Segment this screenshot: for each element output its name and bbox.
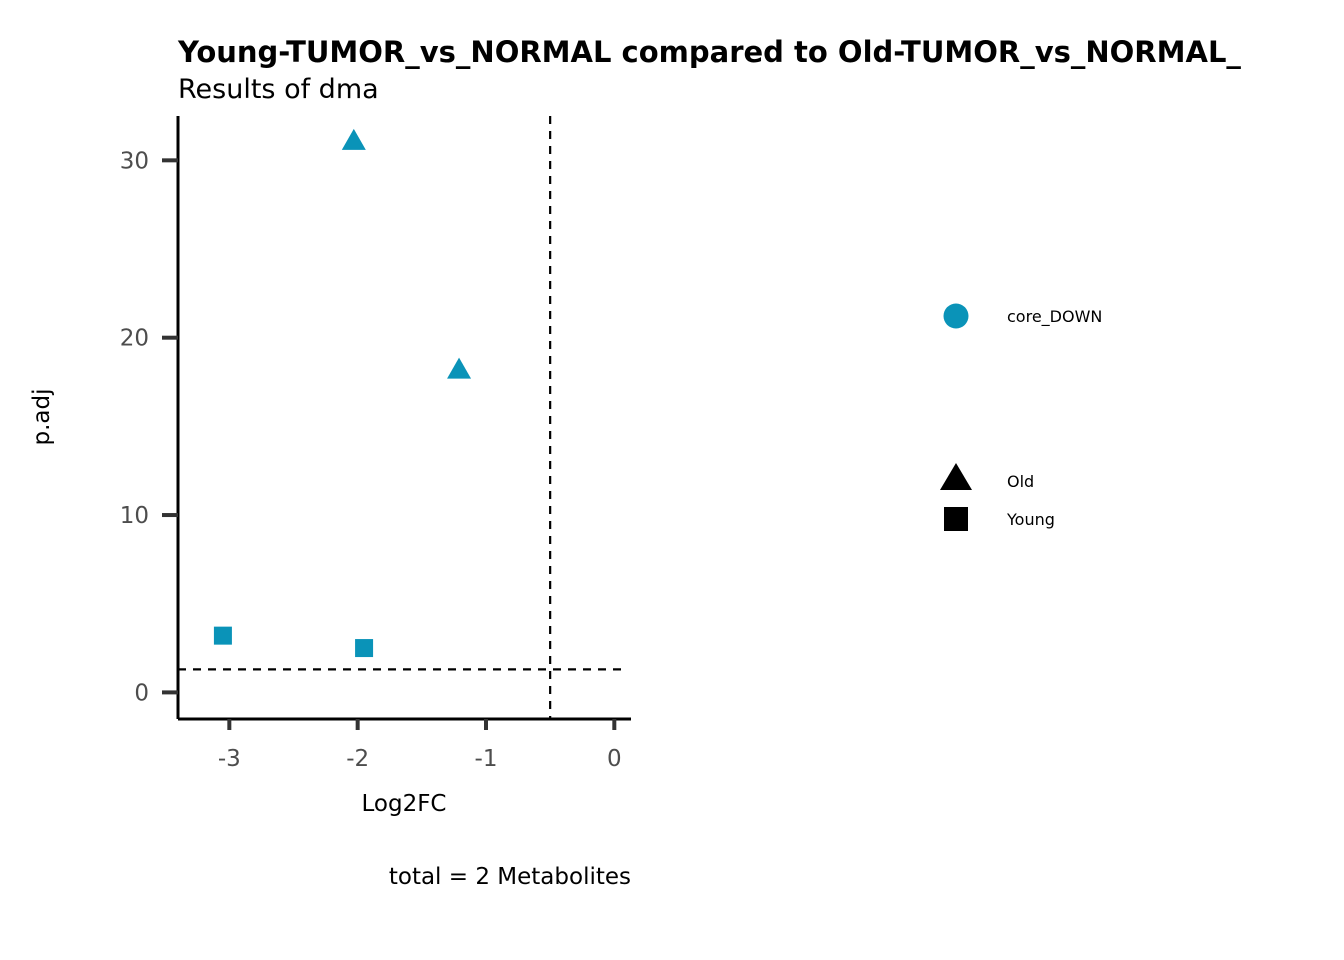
data-points <box>213 128 472 658</box>
data-point-old <box>447 357 472 379</box>
x-axis-title: Log2FC <box>361 791 446 817</box>
legend-key-core-down <box>943 303 969 329</box>
legend-key-young <box>944 507 968 531</box>
plot-area: -3 -2 -1 0 0 10 20 30 <box>120 116 631 772</box>
y-axis-title: p.adj <box>29 389 55 446</box>
y-tick-label: 20 <box>120 326 149 352</box>
legend-label-old: Old <box>1007 472 1034 491</box>
data-point-young <box>213 626 232 645</box>
legend: core_DOWN Old Young <box>940 303 1102 531</box>
data-point-old <box>341 128 366 150</box>
chart-subtitle: Results of dma <box>178 74 379 105</box>
legend-key-old <box>940 463 972 490</box>
y-tick-label: 30 <box>120 148 149 174</box>
y-tick-label: 0 <box>134 680 149 706</box>
x-tick-label: -2 <box>346 746 369 772</box>
x-tick-label: -3 <box>218 746 241 772</box>
x-tick-label: 0 <box>607 746 622 772</box>
y-axis-ticks: 0 10 20 30 <box>120 148 178 706</box>
x-axis-ticks: -3 -2 -1 0 <box>218 719 622 772</box>
chart-title: Young-TUMOR_vs_NORMAL compared to Old-TU… <box>177 35 1241 69</box>
y-tick-label: 10 <box>120 503 149 529</box>
legend-label-young: Young <box>1006 510 1055 529</box>
x-tick-label: -1 <box>475 746 498 772</box>
chart-caption: total = 2 Metabolites <box>389 864 631 890</box>
reference-lines <box>178 116 624 719</box>
data-point-young <box>355 639 374 658</box>
legend-label-core-down: core_DOWN <box>1007 307 1102 327</box>
